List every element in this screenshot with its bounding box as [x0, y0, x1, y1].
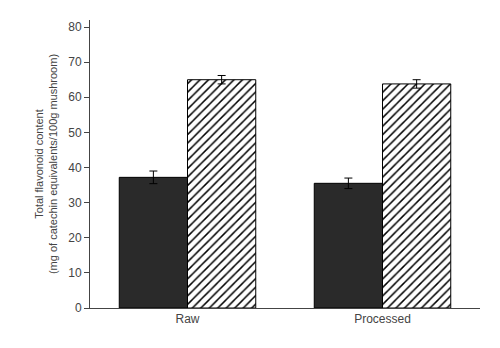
svg-text:70: 70 [68, 55, 82, 69]
svg-text:10: 10 [68, 266, 82, 280]
svg-text:Total flavonoid content(mg of: Total flavonoid content(mg of catechin e… [33, 54, 59, 274]
svg-text:40: 40 [68, 161, 82, 175]
svg-text:Raw: Raw [175, 312, 199, 326]
svg-text:80: 80 [68, 20, 82, 34]
svg-text:0: 0 [75, 301, 82, 315]
svg-text:60: 60 [68, 90, 82, 104]
svg-text:20: 20 [68, 231, 82, 245]
svg-text:50: 50 [68, 126, 82, 140]
svg-text:Processed: Processed [354, 312, 411, 326]
svg-text:30: 30 [68, 196, 82, 210]
